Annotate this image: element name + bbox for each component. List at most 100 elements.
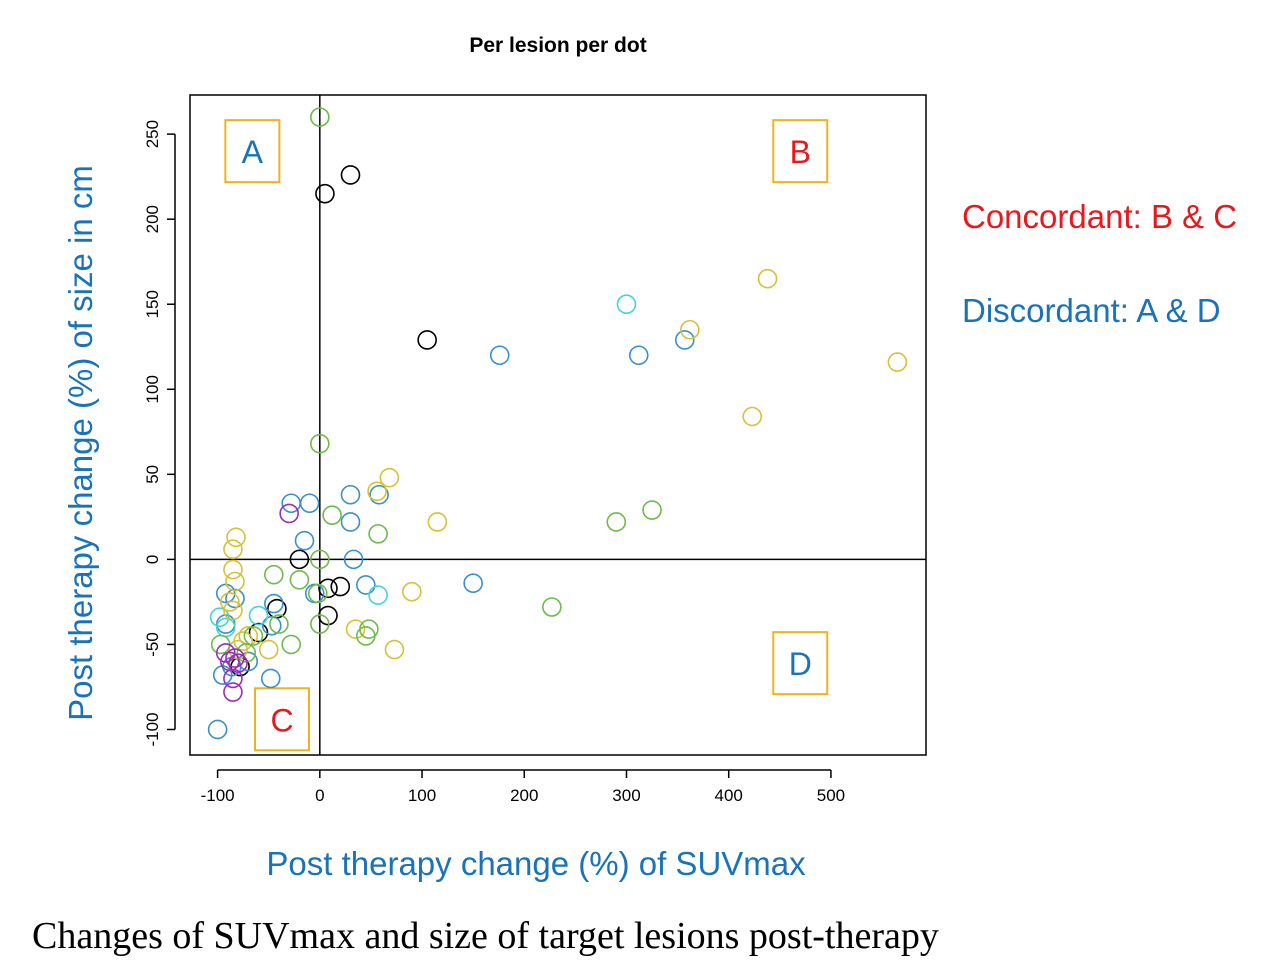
y-tick-label: 50 bbox=[143, 465, 162, 484]
scatter-point bbox=[264, 593, 284, 614]
scatter-point bbox=[384, 639, 405, 660]
scatter-point bbox=[310, 433, 330, 454]
y-axis: -100 -50 0 50 100 150 200 250 bbox=[143, 120, 176, 747]
x-tick-label: 0 bbox=[315, 786, 324, 805]
concordant-note: Concordant: B & C bbox=[962, 198, 1237, 235]
scatter-point bbox=[330, 576, 351, 597]
scatter-point bbox=[345, 619, 366, 639]
quadrant-label-a: A bbox=[242, 134, 264, 170]
scatter-point bbox=[248, 622, 269, 643]
scatter-point bbox=[616, 294, 637, 315]
scatter-point bbox=[223, 668, 243, 689]
scatter-point bbox=[367, 481, 387, 502]
scatter-point bbox=[757, 268, 778, 289]
scatter-point bbox=[223, 539, 243, 559]
chart-title: Per lesion per dot bbox=[469, 34, 646, 57]
scatter-point bbox=[606, 512, 627, 532]
y-tick-label: 150 bbox=[143, 290, 162, 318]
scatter-point bbox=[310, 107, 330, 127]
scatter-point bbox=[258, 639, 279, 660]
scatter-point bbox=[343, 549, 364, 570]
quadrant-box-b bbox=[772, 119, 829, 184]
scatter-point bbox=[226, 527, 246, 548]
scatter-point bbox=[289, 569, 310, 590]
y-tick-label: -100 bbox=[143, 712, 162, 746]
scatter-point bbox=[642, 500, 662, 520]
scatter-point bbox=[356, 575, 376, 595]
scatter-point bbox=[628, 345, 649, 366]
scatter-point bbox=[489, 345, 510, 366]
scatter-point bbox=[215, 643, 236, 663]
scatter-point bbox=[542, 597, 562, 617]
scatter-point bbox=[281, 634, 302, 655]
scatter-point bbox=[674, 330, 695, 350]
x-axis-label: Post therapy change (%) of SUVmax bbox=[266, 845, 806, 882]
scatter-point bbox=[340, 512, 361, 532]
scatter-point bbox=[340, 484, 361, 505]
scatter-point bbox=[223, 600, 243, 621]
y-tick-label: 0 bbox=[143, 555, 162, 564]
scatter-point bbox=[289, 549, 310, 570]
scatter-point bbox=[260, 668, 281, 689]
figure-caption: Changes of SUVmax and size of target les… bbox=[32, 915, 939, 957]
quadrant-labels: A B C D bbox=[224, 119, 829, 752]
scatter-point bbox=[269, 614, 289, 634]
scatter-point bbox=[299, 493, 320, 514]
scatter-point bbox=[379, 467, 400, 488]
scatter-point bbox=[427, 512, 448, 532]
scatter-point bbox=[264, 564, 284, 585]
scatter-point bbox=[887, 352, 908, 372]
scatter-point bbox=[294, 530, 315, 551]
scatter-point bbox=[356, 626, 376, 646]
scatter-point bbox=[220, 592, 240, 612]
scatter-point bbox=[742, 406, 763, 427]
scatter-point bbox=[402, 581, 422, 602]
y-tick-label: -50 bbox=[143, 632, 162, 657]
scatter-point bbox=[248, 605, 269, 626]
scatter-point bbox=[225, 588, 245, 609]
scatter-point bbox=[307, 583, 328, 604]
scatter-point bbox=[228, 653, 248, 673]
scatter-point bbox=[279, 503, 299, 524]
quadrant-box-a bbox=[224, 119, 281, 184]
x-tick-label: -100 bbox=[201, 786, 235, 805]
y-tick-label: 200 bbox=[143, 205, 162, 233]
quadrant-label-c: C bbox=[270, 702, 293, 738]
quadrant-box-c bbox=[254, 687, 310, 752]
scatter-point bbox=[680, 319, 700, 340]
y-tick-label: 250 bbox=[143, 120, 162, 148]
x-tick-label: 100 bbox=[408, 786, 436, 805]
x-tick-label: 400 bbox=[715, 786, 743, 805]
x-tick-label: 500 bbox=[817, 786, 845, 805]
y-axis-label: Post therapy change (%) of size in cm bbox=[62, 165, 99, 721]
quadrant-label-d: D bbox=[789, 646, 812, 682]
scatter-point bbox=[223, 559, 243, 580]
scatter-point bbox=[310, 549, 330, 570]
scatter-point bbox=[322, 505, 342, 525]
scatter-point bbox=[310, 614, 330, 634]
plot-frame bbox=[189, 94, 927, 756]
quadrant-label-b: B bbox=[790, 134, 811, 170]
scatter-point bbox=[315, 183, 335, 204]
scatter-point bbox=[340, 165, 361, 185]
scatter-point bbox=[233, 631, 253, 651]
data-points bbox=[207, 107, 908, 740]
scatter-point bbox=[463, 573, 483, 593]
x-tick-label: 300 bbox=[612, 786, 640, 805]
scatter-point bbox=[207, 719, 228, 740]
scatter-point bbox=[223, 682, 243, 702]
x-axis: -100 0 100 200 300 400 500 bbox=[201, 769, 845, 805]
scatter-point bbox=[225, 571, 245, 592]
scatter-point bbox=[368, 524, 388, 544]
scatter-point bbox=[225, 648, 245, 668]
y-tick-label: 100 bbox=[143, 375, 162, 403]
quadrant-box-d bbox=[772, 631, 829, 696]
scatter-point bbox=[209, 607, 230, 628]
scatter-point bbox=[417, 330, 437, 350]
scatter-point bbox=[368, 585, 388, 605]
x-tick-label: 200 bbox=[510, 786, 538, 805]
scatter-point bbox=[243, 626, 264, 646]
scatter-point bbox=[261, 615, 282, 636]
scatter-point bbox=[318, 578, 338, 599]
